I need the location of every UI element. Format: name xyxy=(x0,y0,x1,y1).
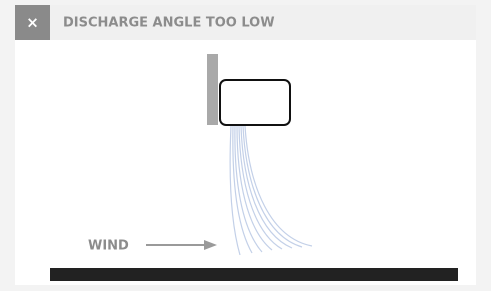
diagram: × DISCHARGE ANGLE TOO LOW WIND xyxy=(0,0,491,291)
header-title: DISCHARGE ANGLE TOO LOW xyxy=(63,16,275,31)
content-area xyxy=(15,40,476,285)
ground xyxy=(50,268,458,281)
unit xyxy=(220,80,290,125)
wind-label: WIND xyxy=(88,239,129,254)
close-icon[interactable]: × xyxy=(26,14,39,32)
wall xyxy=(207,54,218,125)
